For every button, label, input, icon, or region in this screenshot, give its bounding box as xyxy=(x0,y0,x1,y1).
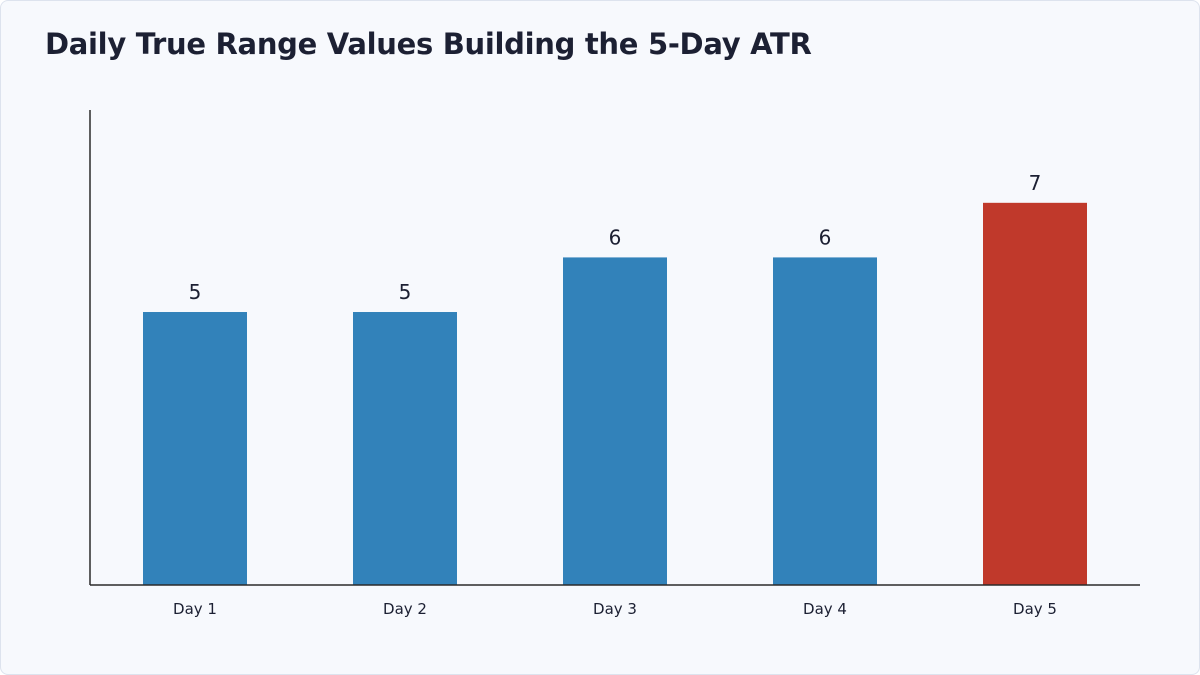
x-tick-label-day-2: Day 2 xyxy=(383,600,427,618)
x-tick-label-day-3: Day 3 xyxy=(593,600,637,618)
value-label-day-1: 5 xyxy=(189,280,202,304)
value-label-day-5: 7 xyxy=(1029,171,1042,195)
chart-title: Daily True Range Values Building the 5-D… xyxy=(45,27,812,61)
x-tick-labels-layer: Day 1 Day 2 Day 3 Day 4 Day 5 xyxy=(173,600,1057,618)
bar-day-1 xyxy=(143,312,247,585)
bar-day-2 xyxy=(353,312,457,585)
value-label-day-4: 6 xyxy=(819,225,832,249)
bar-day-5 xyxy=(983,202,1087,585)
bar-day-4 xyxy=(773,257,877,585)
value-label-day-2: 5 xyxy=(399,280,412,304)
value-label-day-3: 6 xyxy=(609,225,622,249)
x-tick-label-day-4: Day 4 xyxy=(803,600,847,618)
value-labels-layer: 5 5 6 6 7 xyxy=(189,171,1042,304)
x-tick-label-day-5: Day 5 xyxy=(1013,600,1057,618)
bar-day-3 xyxy=(563,257,667,585)
x-tick-label-day-1: Day 1 xyxy=(173,600,217,618)
bars-layer xyxy=(143,202,1087,585)
